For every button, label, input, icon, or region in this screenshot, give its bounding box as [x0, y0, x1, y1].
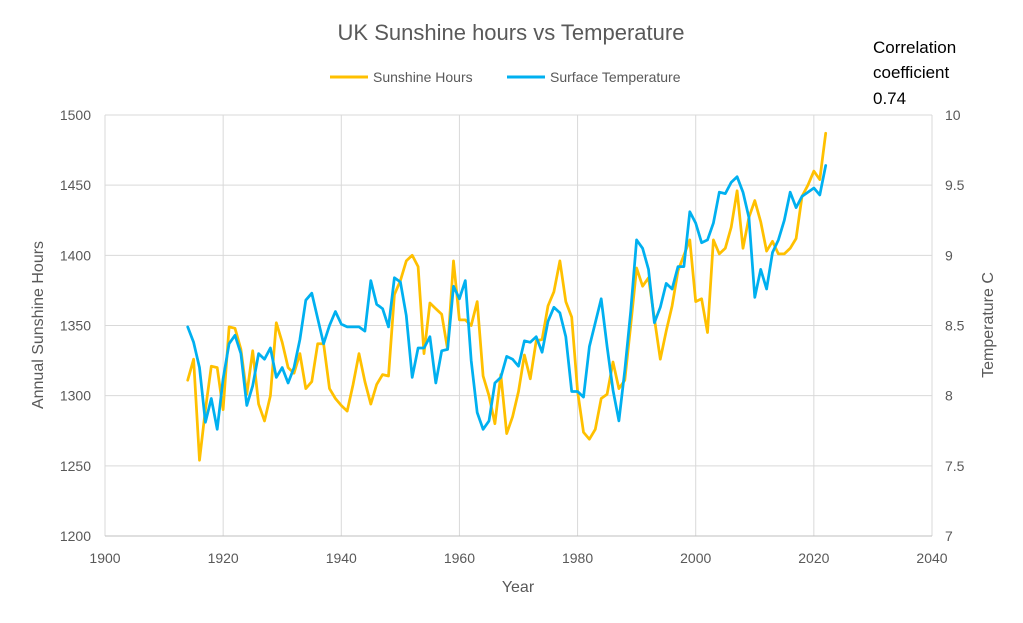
x-tick-label: 1960: [444, 550, 475, 566]
y2-axis-label: Temperature C: [980, 272, 997, 378]
y2-tick-label: 7: [945, 528, 953, 544]
y-tick-label: 1350: [60, 318, 91, 334]
chart-title: UK Sunshine hours vs Temperature: [338, 20, 685, 45]
x-tick-label: 1920: [208, 550, 239, 566]
y-tick-label: 1250: [60, 458, 91, 474]
y-tick-label: 1300: [60, 388, 91, 404]
legend-label-sunshine-hours: Sunshine Hours: [373, 69, 473, 85]
series-line-surface-temperature: [186, 164, 828, 431]
y2-tick-label: 8: [945, 388, 953, 404]
x-tick-label: 2040: [916, 550, 947, 566]
x-tick-label: 2000: [680, 550, 711, 566]
annotation-line-3: 0.74: [873, 89, 906, 108]
series-line-sunshine-hours: [186, 131, 828, 462]
x-tick-label: 1980: [562, 550, 593, 566]
y2-tick-label: 8.5: [945, 318, 965, 334]
y2-tick-label: 9: [945, 247, 953, 263]
x-tick-label: 1940: [326, 550, 357, 566]
y-tick-label: 1450: [60, 177, 91, 193]
y-tick-label: 1200: [60, 528, 91, 544]
x-tick-label: 2020: [798, 550, 829, 566]
correlation-annotation: Correlation coefficient 0.74: [873, 38, 956, 108]
x-axis-label: Year: [502, 579, 535, 596]
legend: Sunshine Hours Surface Temperature: [330, 69, 681, 85]
y-tick-label: 1400: [60, 247, 91, 263]
y-tick-label: 1500: [60, 107, 91, 123]
legend-label-surface-temperature: Surface Temperature: [550, 69, 681, 85]
x-tick-label: 1900: [89, 550, 120, 566]
y-axis-label: Annual Sunshine Hours: [30, 241, 47, 409]
y-axis-ticks: 1200 1250 1300 1350 1400 1450 1500: [60, 107, 91, 544]
x-axis-ticks: 1900 1920 1940 1960 1980 2000 2020 2040: [89, 550, 947, 566]
y2-tick-label: 7.5: [945, 458, 965, 474]
annotation-line-2: coefficient: [873, 63, 950, 82]
gridlines: [104, 114, 933, 537]
y2-axis-ticks: 7 7.5 8 8.5 9 9.5 10: [945, 107, 965, 544]
y2-tick-label: 10: [945, 107, 961, 123]
y2-tick-label: 9.5: [945, 177, 965, 193]
annotation-line-1: Correlation: [873, 38, 956, 57]
series-lines: [186, 131, 828, 462]
